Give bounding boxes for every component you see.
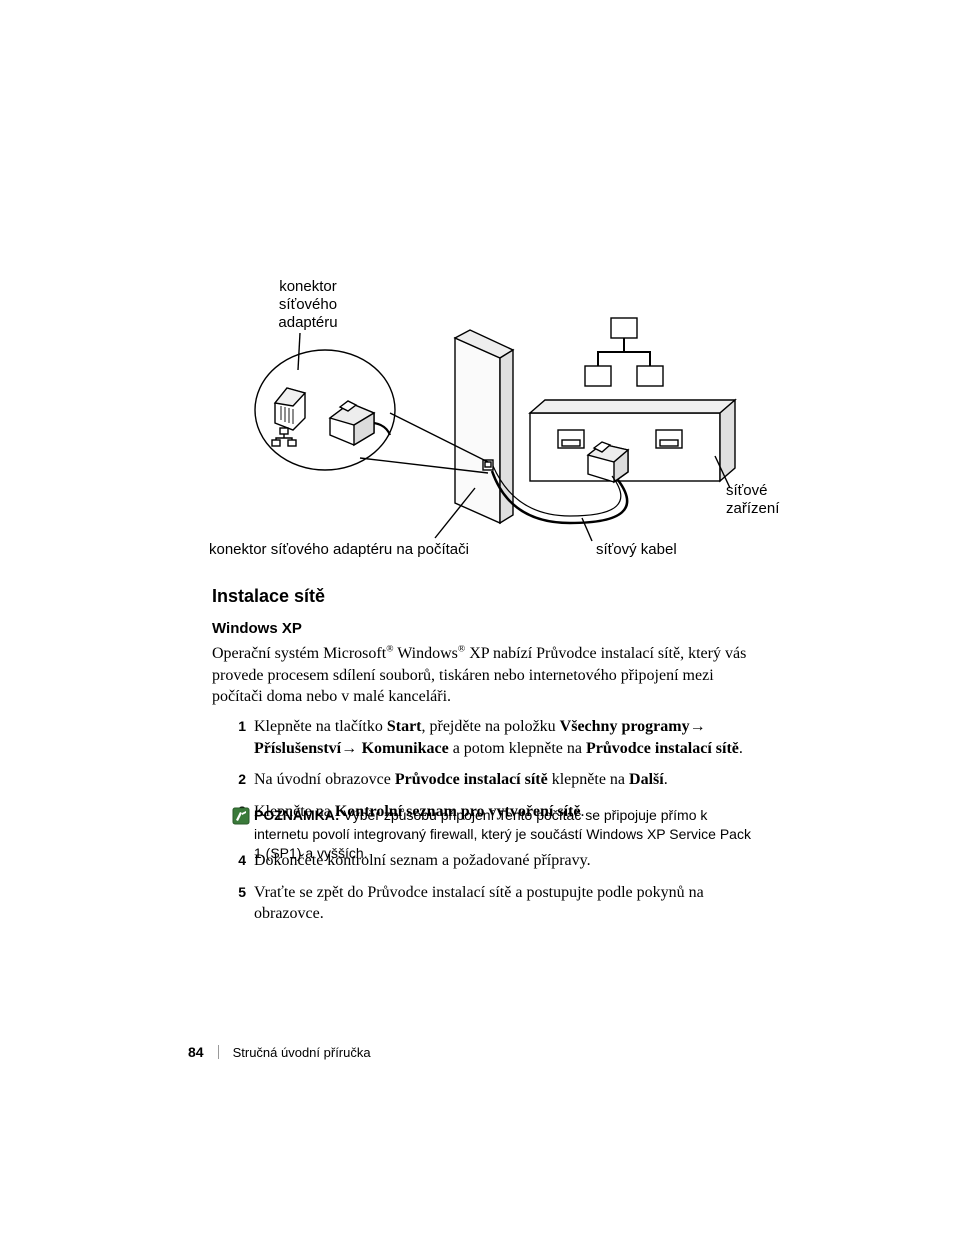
steps-list-2: 4Dokončete kontrolní seznam a požadované… (232, 850, 762, 935)
footer-divider (218, 1045, 219, 1059)
footer-title: Stručná úvodní příručka (233, 1045, 371, 1060)
page-footer: 84 Stručná úvodní příručka (188, 1044, 371, 1060)
section-heading: Instalace sítě (212, 586, 325, 607)
list-text: Dokončete kontrolní seznam a požadované … (254, 850, 762, 872)
list-item: 2Na úvodní obrazovce Průvodce instalací … (232, 769, 762, 791)
list-item: 1Klepněte na tlačítko Start, přejděte na… (232, 716, 762, 759)
text: Instalace sítě (212, 586, 325, 606)
list-number: 2 (232, 769, 254, 791)
list-number: 1 (232, 716, 254, 759)
list-text: Klepněte na tlačítko Start, přejděte na … (254, 716, 762, 759)
list-number: 5 (232, 882, 254, 925)
note-icon (232, 806, 254, 830)
page-root: konektorsíťovéhoadaptéru síťovézařízení … (0, 0, 954, 1235)
network-diagram (210, 278, 780, 563)
note-label: POZNÁMKA: (254, 807, 340, 823)
intro-paragraph: Operační systém Microsoft® Windows® XP n… (212, 643, 752, 708)
subsection-heading: Windows XP (212, 620, 302, 637)
list-item: 5Vraťte se zpět do Průvodce instalací sí… (232, 882, 762, 925)
list-item: 4Dokončete kontrolní seznam a požadované… (232, 850, 762, 872)
text: Windows XP (212, 620, 302, 637)
list-text: Na úvodní obrazovce Průvodce instalací s… (254, 769, 762, 791)
list-number: 4 (232, 850, 254, 872)
list-text: Vraťte se zpět do Průvodce instalací sít… (254, 882, 762, 925)
page-number: 84 (188, 1044, 204, 1060)
